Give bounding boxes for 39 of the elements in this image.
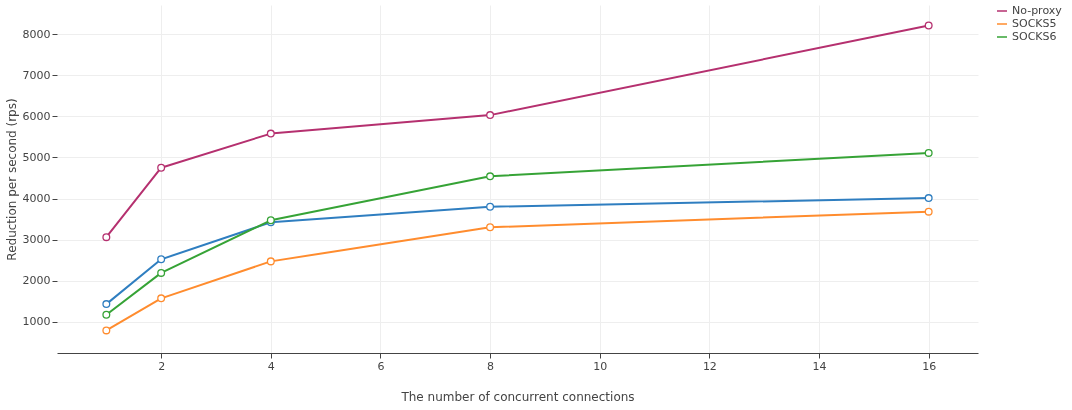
x-tick-label: 16	[922, 359, 937, 373]
point	[266, 257, 275, 266]
y-tick-label: 8000	[22, 27, 51, 41]
point	[102, 310, 111, 319]
y-tick-label: 2000	[22, 274, 51, 288]
x-tick-label: 8	[487, 359, 495, 373]
x-tick-label: 2	[158, 359, 166, 373]
point	[157, 163, 166, 172]
point	[924, 148, 933, 157]
point	[924, 194, 933, 203]
y-tick-label: 3000	[22, 233, 51, 247]
y-tick-label: 5000	[22, 150, 51, 164]
point	[924, 21, 933, 30]
point	[486, 223, 495, 232]
x-tick-label: 10	[593, 359, 608, 373]
point	[486, 172, 495, 181]
point	[266, 129, 275, 138]
legend-label: SOCKS5	[1012, 17, 1057, 30]
y-tick-label: 1000	[22, 315, 51, 329]
point	[102, 300, 111, 309]
point	[157, 294, 166, 303]
point	[157, 268, 166, 277]
y-tick-label: 7000	[22, 68, 51, 82]
y-axis-title: Reduction per second (rps)	[4, 98, 19, 261]
point	[486, 111, 495, 120]
point	[102, 326, 111, 335]
legend-label: No-proxy	[1012, 4, 1063, 17]
y-tick-label: 4000	[22, 192, 51, 206]
point	[102, 233, 111, 242]
x-tick-label: 12	[702, 359, 717, 373]
x-tick-label: 4	[267, 359, 275, 373]
x-axis-title: The number of concurrent connections	[400, 389, 635, 404]
point	[157, 255, 166, 264]
point	[486, 202, 495, 211]
point	[924, 207, 933, 216]
x-tick-label: 14	[812, 359, 827, 373]
y-tick-label: 6000	[22, 109, 51, 123]
legend-label: SOCKS6	[1012, 30, 1057, 43]
x-tick-label: 6	[377, 359, 385, 373]
